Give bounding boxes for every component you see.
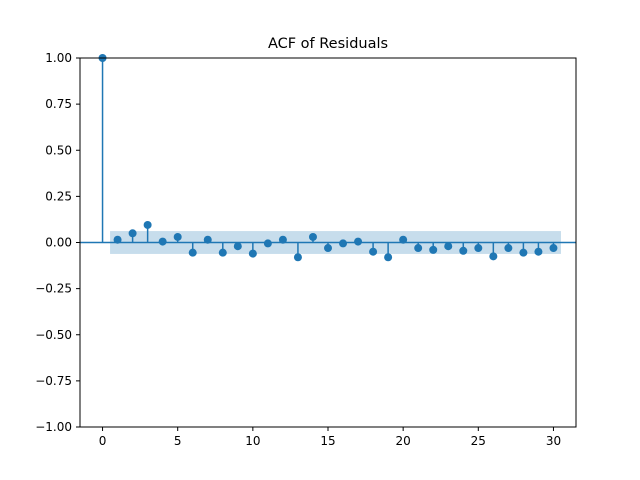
marker-lag-13 [293,253,302,262]
marker-lag-1 [113,235,122,244]
marker-lag-17 [354,237,363,246]
x-tick-label: 5 [174,434,182,448]
marker-lag-4 [158,237,167,246]
x-tick-label: 20 [396,434,411,448]
marker-lag-6 [188,248,197,257]
y-tick-label: 0.50 [45,143,72,157]
marker-lag-28 [519,248,528,257]
marker-lag-27 [504,244,513,253]
x-axis-ticks: 0 5 10 15 20 25 30 [99,427,561,448]
y-tick-label: 0.25 [45,189,72,203]
marker-lag-25 [474,244,483,253]
y-tick-label: −0.25 [35,282,72,296]
x-tick-label: 0 [99,434,107,448]
marker-lag-2 [128,229,137,238]
marker-lag-7 [203,235,212,244]
x-tick-label: 25 [471,434,486,448]
marker-lag-24 [459,246,468,255]
marker-lag-8 [218,248,227,257]
marker-lag-18 [369,247,378,256]
y-tick-label: −0.75 [35,374,72,388]
y-tick-label: −1.00 [35,420,72,434]
y-axis-ticks: −1.00 −0.75 −0.50 −0.25 0.00 0.25 0.50 0.75 1.00 [35,51,80,434]
chart-title: ACF of Residuals [268,36,388,52]
marker-lag-30 [549,244,558,253]
markers-layer [98,54,558,262]
y-tick-label: −0.50 [35,328,72,342]
marker-lag-5 [173,232,182,241]
marker-lag-3 [143,220,152,229]
y-tick-label: 0.00 [45,236,72,250]
y-tick-label: 0.75 [45,97,72,111]
marker-lag-16 [339,239,348,248]
x-tick-label: 10 [245,434,260,448]
marker-lag-10 [248,249,257,258]
marker-lag-22 [429,245,438,254]
marker-lag-9 [233,242,242,251]
marker-lag-19 [384,253,393,262]
marker-lag-21 [414,244,423,253]
marker-lag-29 [534,247,543,256]
x-tick-label: 15 [320,434,335,448]
marker-lag-20 [399,235,408,244]
marker-lag-15 [324,244,332,253]
x-tick-label: 30 [546,434,561,448]
marker-lag-14 [308,232,317,241]
marker-lag-11 [263,239,272,248]
marker-lag-12 [278,235,287,244]
marker-lag-23 [444,242,453,251]
marker-lag-26 [489,252,498,261]
y-tick-label: 1.00 [45,51,72,65]
